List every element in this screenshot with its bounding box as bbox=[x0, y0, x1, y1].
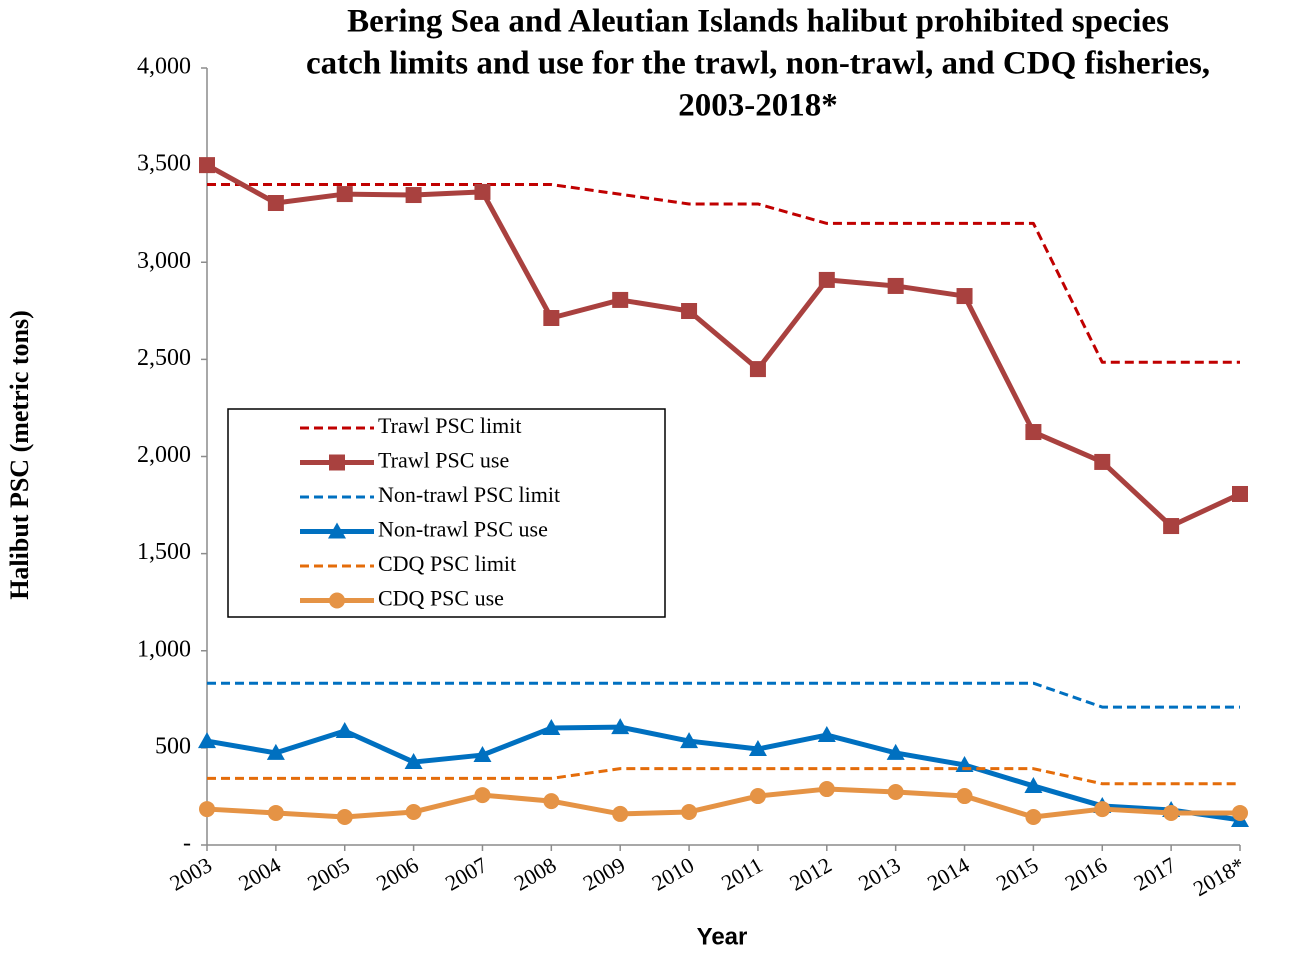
series-line bbox=[206, 786, 1240, 820]
marker bbox=[749, 361, 766, 378]
marker bbox=[817, 726, 836, 743]
x-tick-label: 2015 bbox=[992, 852, 1043, 896]
marker bbox=[1025, 809, 1042, 826]
marker bbox=[405, 803, 422, 820]
legend-label: CDQ PSC limit bbox=[378, 551, 516, 576]
marker bbox=[1024, 776, 1043, 793]
marker bbox=[199, 801, 215, 818]
x-tick-label: 2006 bbox=[372, 852, 423, 896]
marker bbox=[1094, 453, 1111, 470]
series-line bbox=[207, 681, 1240, 709]
marker bbox=[1163, 804, 1180, 821]
marker bbox=[266, 743, 285, 760]
x-tick-label: 2005 bbox=[303, 852, 354, 896]
marker bbox=[404, 753, 423, 770]
x-tick-label: 2013 bbox=[854, 852, 905, 896]
x-tick-label: 2007 bbox=[441, 852, 492, 896]
series-line bbox=[205, 162, 1242, 529]
marker bbox=[818, 781, 835, 798]
marker bbox=[1163, 518, 1180, 535]
x-tick-label: 2016 bbox=[1061, 852, 1112, 896]
legend-label: Trawl PSC limit bbox=[378, 413, 521, 438]
y-tick-label: 1,500 bbox=[137, 539, 191, 565]
marker bbox=[329, 592, 345, 609]
y-tick-label: 500 bbox=[155, 733, 191, 759]
series-line bbox=[207, 767, 1240, 786]
marker bbox=[748, 740, 767, 757]
marker bbox=[199, 157, 215, 174]
y-tick-label: 4,000 bbox=[137, 54, 191, 80]
marker bbox=[818, 271, 835, 288]
marker bbox=[612, 805, 629, 822]
y-tick-label: - bbox=[183, 831, 191, 857]
legend-label: Non-trawl PSC use bbox=[378, 517, 548, 542]
y-tick-label: 2,000 bbox=[137, 442, 191, 468]
x-tick-label: 2012 bbox=[785, 852, 836, 896]
x-tick-label: 2017 bbox=[1130, 852, 1181, 896]
marker bbox=[542, 719, 561, 736]
marker bbox=[474, 787, 491, 804]
marker bbox=[329, 454, 345, 471]
x-tick-label: 2018* bbox=[1189, 852, 1249, 901]
x-tick-label: 2010 bbox=[647, 852, 698, 896]
marker bbox=[473, 746, 492, 763]
series-line bbox=[207, 183, 1240, 364]
marker bbox=[749, 788, 766, 805]
x-tick-label: 2014 bbox=[923, 852, 974, 896]
marker bbox=[956, 788, 973, 805]
marker bbox=[681, 303, 698, 320]
marker bbox=[198, 732, 216, 749]
marker bbox=[956, 288, 973, 305]
marker bbox=[328, 522, 346, 539]
y-tick-label: 2,500 bbox=[137, 345, 191, 371]
marker bbox=[543, 793, 560, 810]
legend-label: Trawl PSC use bbox=[378, 448, 509, 473]
y-tick-label: 1,000 bbox=[137, 636, 191, 662]
x-tick-label: 2004 bbox=[234, 852, 285, 896]
marker bbox=[543, 309, 560, 326]
marker bbox=[1094, 801, 1111, 818]
marker bbox=[335, 721, 354, 738]
x-tick-label: 2003 bbox=[165, 852, 216, 896]
marker bbox=[612, 291, 629, 308]
marker bbox=[611, 718, 630, 735]
chart-title: Bering Sea and Aleutian Islands halibut … bbox=[347, 4, 1169, 40]
legend: Trawl PSC limit Trawl PSC use Non-trawl PS… bbox=[227, 408, 666, 618]
marker bbox=[336, 186, 353, 203]
marker bbox=[886, 743, 905, 760]
x-axis-label: Year bbox=[697, 923, 748, 950]
x-tick-label: 2009 bbox=[579, 852, 630, 896]
marker bbox=[1025, 424, 1042, 441]
marker bbox=[267, 804, 284, 821]
marker bbox=[1232, 485, 1248, 502]
chart-title: 2003-2018* bbox=[678, 88, 838, 124]
y-tick-label: 3,000 bbox=[137, 248, 191, 274]
marker bbox=[267, 195, 284, 212]
y-tick-label: 3,500 bbox=[137, 151, 191, 177]
y-axis-label: Halibut PSC (metric tons) bbox=[5, 310, 34, 600]
marker bbox=[887, 783, 904, 800]
legend-label: Non-trawl PSC limit bbox=[378, 482, 560, 507]
legend-box bbox=[227, 408, 666, 618]
marker bbox=[474, 183, 491, 200]
legend-label: CDQ PSC use bbox=[378, 586, 504, 611]
marker bbox=[405, 187, 422, 204]
x-tick-label: 2008 bbox=[510, 852, 561, 896]
marker bbox=[681, 803, 698, 820]
series-line bbox=[206, 724, 1241, 823]
chart-title: catch limits and use for the trawl, non-… bbox=[306, 46, 1210, 82]
marker bbox=[336, 809, 353, 826]
marker bbox=[1232, 804, 1248, 821]
marker bbox=[887, 277, 904, 294]
x-tick-label: 2011 bbox=[717, 852, 767, 895]
marker bbox=[680, 732, 699, 749]
